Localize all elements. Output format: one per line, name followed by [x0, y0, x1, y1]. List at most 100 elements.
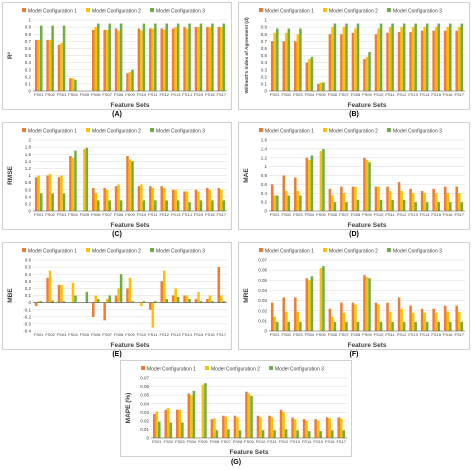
bar [176, 200, 180, 211]
bar [409, 32, 412, 91]
x-tick-label: FS07 [339, 332, 349, 337]
bar [305, 420, 308, 438]
bar [388, 311, 392, 331]
x-tick-label: FS15 [194, 212, 204, 217]
bar [210, 419, 214, 438]
x-tick-label: FS01 [270, 332, 280, 337]
legend-label: Model Configuration 1 [28, 9, 77, 15]
bar [333, 23, 337, 91]
bar [460, 23, 464, 91]
bar [34, 39, 38, 91]
y-axis-title: RMSE [7, 165, 14, 184]
x-tick-label: FS02 [164, 439, 174, 444]
legend: Model Configuration 1 Model Configuration… [22, 248, 205, 255]
bar [434, 27, 438, 92]
bar [178, 409, 182, 438]
y-axis-title: MAPE (%) [125, 393, 132, 424]
bar [94, 27, 98, 92]
bar [51, 300, 54, 303]
x-tick-label: FS16 [443, 92, 453, 97]
x-axis-title: Feature Sets [347, 222, 386, 229]
y-tick-label: 0.6 [25, 258, 32, 263]
bar [420, 30, 424, 91]
y-tick-label: 0 [264, 329, 267, 334]
bar [185, 28, 189, 91]
legend-label: Model Configuration 2 [211, 367, 260, 373]
x-tick-label: FS16 [443, 332, 453, 337]
y-tick-label: 0.4 [25, 272, 32, 277]
bar [402, 321, 406, 331]
legend-swatch [323, 8, 327, 12]
bar [325, 417, 329, 438]
legend: Model Configuration 1 Model Configuration… [259, 128, 442, 135]
bar [128, 71, 132, 91]
bar [220, 295, 223, 303]
bar [192, 390, 196, 438]
y-tick-label: 0 [264, 89, 267, 94]
bar [448, 321, 452, 331]
bar [285, 311, 288, 331]
bar [420, 191, 424, 211]
y-tick-label: 1.4 [25, 159, 32, 164]
bar [37, 301, 40, 303]
x-tick-label: FS15 [313, 439, 323, 444]
bar [162, 270, 166, 303]
bar [117, 30, 120, 91]
panel-label-e: (E) [112, 351, 122, 358]
bar [386, 186, 389, 211]
y-tick-label: 0.1 [25, 293, 32, 298]
bar [39, 193, 43, 211]
bar [91, 29, 95, 91]
bar [222, 415, 225, 438]
bar [131, 69, 134, 91]
x-tick-label: FS06 [91, 332, 101, 337]
bar [411, 312, 415, 331]
bar [296, 34, 300, 91]
bar [400, 308, 403, 331]
legend-swatch [22, 128, 26, 132]
y-tick-label: 0.05 [140, 393, 149, 398]
x-tick-label: FS05 [80, 332, 90, 337]
bar [316, 420, 320, 438]
bar [199, 200, 203, 211]
bar [71, 78, 75, 91]
bar [220, 27, 223, 92]
bar [296, 430, 299, 438]
bar [69, 78, 72, 91]
x-tick-label: FS13 [171, 212, 181, 217]
bar [273, 32, 277, 91]
legend-label: Model Configuration 2 [92, 249, 141, 255]
bar [108, 295, 111, 303]
bar [434, 312, 438, 331]
bar [276, 195, 279, 211]
bar [176, 23, 180, 91]
bar [162, 29, 166, 91]
bar [443, 30, 447, 91]
legend-swatch [387, 248, 391, 252]
y-tick-label: 0.6 [261, 182, 268, 187]
bar [273, 430, 276, 438]
y-tick-label: 0.4 [25, 60, 32, 65]
bar [322, 266, 325, 331]
bar [208, 189, 212, 211]
x-tick-label: FS11 [385, 332, 395, 337]
y-tick-label: 0.4 [261, 191, 268, 196]
y-tick-label: 1 [264, 18, 267, 23]
x-tick-label: FS15 [431, 212, 441, 217]
y-tick-label: 0 [28, 209, 31, 214]
bar [97, 299, 100, 303]
x-tick-label: FS14 [420, 332, 430, 337]
y-tick-label: 0.2 [261, 74, 268, 79]
chart-panel-b: Model Configuration 1 Model Configuration… [238, 2, 470, 110]
x-tick-label: FS17 [217, 92, 227, 97]
x-tick-label: FS14 [182, 212, 192, 217]
bar [414, 202, 417, 211]
x-tick-label: FS10 [374, 332, 384, 337]
x-tick-label: FS07 [221, 439, 231, 444]
bar [164, 409, 168, 438]
bar [342, 27, 346, 92]
bar [176, 409, 179, 438]
x-tick-label: FS08 [114, 92, 124, 97]
x-tick-label: FS02 [282, 332, 292, 337]
bar [57, 44, 61, 91]
